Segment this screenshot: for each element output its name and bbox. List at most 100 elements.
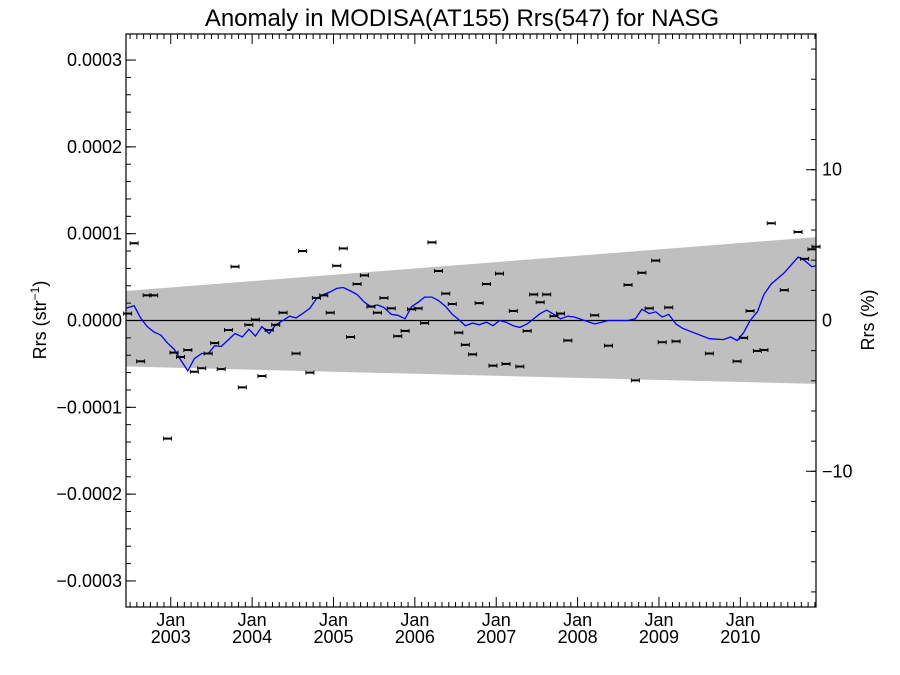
y-axis-label-left-text: Rrs (str bbox=[30, 300, 50, 359]
data-point bbox=[325, 310, 335, 315]
x-tick-label-year: 2010 bbox=[720, 627, 760, 647]
data-point bbox=[460, 342, 470, 347]
y-tick-label-right: 10 bbox=[822, 160, 842, 180]
data-point bbox=[210, 341, 220, 346]
data-point bbox=[332, 263, 342, 268]
data-point bbox=[346, 334, 356, 339]
data-point bbox=[604, 343, 614, 348]
data-point bbox=[474, 301, 484, 306]
x-tick-label-year: 2006 bbox=[395, 627, 435, 647]
data-point bbox=[766, 221, 776, 226]
x-tick-label-year: 2008 bbox=[558, 627, 598, 647]
y-tick-label-right: −10 bbox=[822, 461, 853, 481]
data-point bbox=[230, 264, 240, 269]
data-point bbox=[359, 273, 369, 278]
y-axis-label-left-superscript: −1 bbox=[28, 286, 42, 300]
data-point bbox=[644, 306, 654, 311]
data-point bbox=[623, 282, 633, 287]
y-axis-label-right: Rrs (%) bbox=[858, 290, 878, 351]
x-tick-label-month: Jan bbox=[726, 610, 755, 630]
data-point bbox=[372, 310, 382, 315]
x-tick-label-year: 2007 bbox=[476, 627, 516, 647]
data-point bbox=[800, 256, 810, 261]
data-point bbox=[590, 313, 600, 318]
data-point bbox=[515, 364, 525, 369]
data-point bbox=[535, 300, 545, 305]
data-point bbox=[129, 241, 139, 246]
data-point bbox=[386, 306, 396, 311]
data-point bbox=[454, 330, 464, 335]
data-point bbox=[556, 311, 566, 316]
y-tick-label-left: 0.0002 bbox=[67, 137, 122, 157]
data-point bbox=[319, 293, 329, 298]
data-point bbox=[366, 304, 376, 309]
data-point bbox=[183, 348, 193, 353]
data-point bbox=[278, 310, 288, 315]
x-tick-label-month: Jan bbox=[563, 610, 592, 630]
data-point bbox=[549, 314, 559, 319]
data-point bbox=[664, 305, 674, 310]
data-point bbox=[237, 385, 247, 390]
data-point bbox=[468, 352, 478, 357]
data-point bbox=[338, 246, 348, 251]
x-tick-label-year: 2004 bbox=[232, 627, 272, 647]
y-tick-label-left: 0.0001 bbox=[67, 224, 122, 244]
data-point bbox=[637, 270, 647, 275]
data-point bbox=[298, 249, 308, 254]
data-point bbox=[494, 271, 504, 276]
data-point bbox=[169, 350, 179, 355]
data-point bbox=[162, 436, 172, 441]
data-point bbox=[189, 369, 199, 374]
data-point bbox=[393, 334, 403, 339]
data-point bbox=[176, 354, 186, 359]
data-point bbox=[413, 306, 423, 311]
data-point bbox=[305, 370, 315, 375]
data-point bbox=[563, 338, 573, 343]
data-point bbox=[704, 351, 714, 356]
uncertainty-band bbox=[126, 237, 816, 384]
smoothed-series-line bbox=[125, 256, 817, 373]
data-point bbox=[732, 359, 742, 364]
data-point bbox=[149, 293, 159, 298]
data-point bbox=[123, 311, 133, 316]
data-point bbox=[529, 292, 539, 297]
y-axis-label-left-close: ) bbox=[30, 281, 50, 287]
data-point bbox=[197, 366, 207, 371]
data-point bbox=[244, 322, 254, 327]
data-point bbox=[671, 339, 681, 344]
data-point bbox=[311, 295, 321, 300]
data-point bbox=[501, 361, 511, 366]
data-point bbox=[759, 348, 769, 353]
data-point bbox=[657, 340, 667, 345]
data-point bbox=[427, 240, 437, 245]
y-tick-label-left: 0.0003 bbox=[67, 50, 122, 70]
x-tick-label-month: Jan bbox=[400, 610, 429, 630]
data-point bbox=[522, 328, 532, 333]
x-tick-label-month: Jan bbox=[482, 610, 511, 630]
y-tick-label-left: −0.0001 bbox=[56, 397, 122, 417]
data-point bbox=[447, 302, 457, 307]
data-point bbox=[291, 351, 301, 356]
plot-area bbox=[123, 221, 821, 441]
x-tick-label-month: Jan bbox=[156, 610, 185, 630]
data-point bbox=[136, 359, 146, 364]
x-tick-label-year: 2005 bbox=[313, 627, 353, 647]
data-point bbox=[271, 322, 281, 327]
data-point bbox=[352, 282, 362, 287]
data-point bbox=[224, 328, 234, 333]
data-point bbox=[481, 282, 491, 287]
data-point bbox=[793, 229, 803, 234]
data-point bbox=[488, 363, 498, 368]
data-point bbox=[420, 321, 430, 326]
data-point bbox=[779, 288, 789, 293]
x-tick-label-month: Jan bbox=[644, 610, 673, 630]
axes: 0.0003 0.0002 0.0001 0.0000 −0.0001 −0.0002 −0… bbox=[56, 33, 853, 647]
y-tick-label-left: 0.0000 bbox=[67, 311, 122, 331]
x-tick-label-year: 2009 bbox=[639, 627, 679, 647]
data-point bbox=[739, 335, 749, 340]
x-tick-label-year: 2003 bbox=[151, 627, 191, 647]
data-point bbox=[250, 317, 260, 322]
data-point bbox=[400, 328, 410, 333]
y-tick-label-right: 0 bbox=[822, 311, 832, 331]
